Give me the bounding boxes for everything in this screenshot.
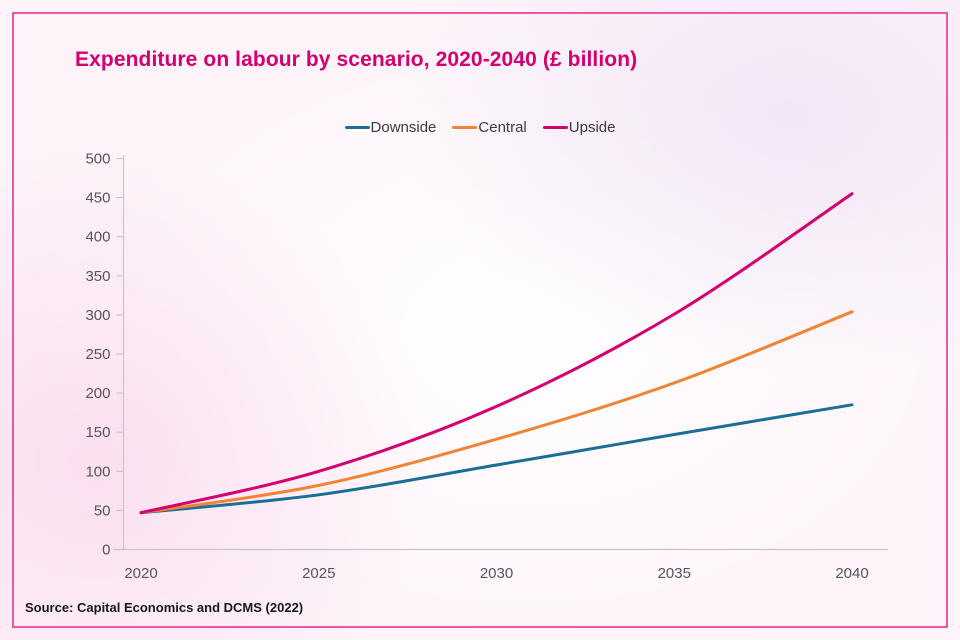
legend-label-downside: Downside	[370, 119, 437, 136]
x-tick-label: 2020	[124, 565, 157, 582]
x-tick-label: 2040	[835, 565, 868, 582]
y-tick-label: 200	[85, 385, 110, 402]
downside-line-swatch	[344, 126, 370, 129]
y-tick-label: 500	[85, 151, 110, 168]
y-tick-label: 0	[102, 542, 110, 559]
series-line-upside	[139, 192, 854, 515]
legend-item-upside: Upside	[542, 119, 616, 136]
legend-item-downside: Downside	[344, 119, 437, 136]
upside-line-swatch	[542, 126, 568, 129]
y-tick-label: 250	[85, 346, 110, 363]
series-line-central	[139, 310, 854, 515]
x-tick-label: 2035	[658, 565, 691, 582]
x-tick-label: 2030	[480, 565, 513, 582]
legend-label-upside: Upside	[568, 119, 616, 136]
legend-item-central: Central	[452, 119, 527, 136]
x-tick-label: 2025	[302, 565, 335, 582]
chart-legend: Downside Central Upside	[0, 119, 960, 136]
source-note: Source: Capital Economics and DCMS (2022…	[25, 600, 304, 615]
y-tick-label: 350	[85, 268, 110, 285]
series-line-downside	[139, 403, 854, 515]
legend-label-central: Central	[478, 119, 527, 136]
y-tick-label: 300	[85, 307, 110, 324]
y-tick-label: 400	[85, 229, 110, 246]
central-line-swatch	[452, 126, 478, 129]
y-tick-label: 150	[85, 424, 110, 441]
y-tick-label: 50	[94, 502, 111, 519]
chart-title: Expenditure on labour by scenario, 2020-…	[75, 48, 638, 71]
y-tick-label: 450	[85, 190, 110, 207]
y-tick-label: 100	[85, 463, 110, 480]
